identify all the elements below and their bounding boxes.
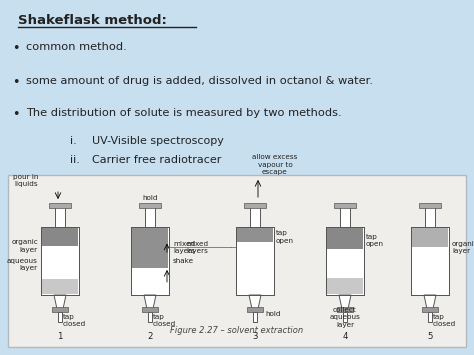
Text: •: • [12, 108, 19, 121]
Bar [327, 227, 363, 249]
Text: Figure 2.27 – solvent extraction: Figure 2.27 – solvent extraction [171, 326, 303, 335]
Bar [326, 227, 364, 295]
Text: common method.: common method. [26, 42, 127, 52]
Text: some amount of drug is added, dissolved in octanol & water.: some amount of drug is added, dissolved … [26, 76, 373, 86]
Text: shake: shake [173, 258, 194, 264]
Bar [250, 205, 260, 227]
Bar [412, 227, 448, 247]
Text: •: • [12, 42, 19, 55]
Text: organic
layer: organic layer [11, 239, 38, 253]
Bar [428, 311, 432, 322]
Bar [326, 227, 364, 295]
Text: i.: i. [70, 136, 77, 146]
Bar [142, 306, 158, 311]
Bar [327, 278, 363, 294]
Bar [131, 227, 169, 295]
Bar [411, 227, 449, 295]
Text: •: • [12, 76, 19, 89]
Text: mixed
layers: mixed layers [173, 241, 195, 254]
Text: 3: 3 [252, 332, 258, 341]
Polygon shape [339, 295, 351, 309]
Polygon shape [424, 295, 436, 309]
Bar [145, 205, 155, 227]
Polygon shape [54, 295, 66, 309]
Bar [244, 202, 266, 208]
FancyBboxPatch shape [8, 175, 466, 347]
Bar [425, 205, 435, 227]
Text: 5: 5 [427, 332, 433, 341]
Bar [49, 202, 71, 208]
Bar [41, 227, 79, 295]
Bar [337, 306, 353, 311]
Bar [236, 227, 274, 295]
Bar [334, 202, 356, 208]
Bar [237, 227, 273, 242]
Bar [340, 205, 350, 227]
Text: pour in
liquids: pour in liquids [13, 174, 38, 187]
Text: The distribution of solute is measured by two methods.: The distribution of solute is measured b… [26, 108, 342, 118]
Bar [411, 227, 449, 295]
Bar [41, 227, 79, 295]
Bar [55, 205, 65, 227]
Text: tap
closed: tap closed [153, 313, 176, 327]
Bar [247, 306, 263, 311]
Text: allow excess
vapour to
escape: allow excess vapour to escape [252, 154, 298, 175]
Text: mixed
layers: mixed layers [186, 241, 208, 254]
Bar [253, 311, 257, 322]
Text: 2: 2 [147, 332, 153, 341]
Text: 1: 1 [57, 332, 63, 341]
Bar [139, 202, 161, 208]
Text: hold: hold [142, 195, 158, 201]
Bar [58, 311, 63, 322]
Bar [147, 311, 153, 322]
Text: organic
layer: organic layer [452, 241, 474, 254]
Text: tap
closed: tap closed [63, 313, 86, 327]
Text: tap
open: tap open [276, 230, 294, 244]
Bar [131, 227, 169, 295]
Bar [343, 311, 347, 322]
Text: UV-Visible spectroscopy: UV-Visible spectroscopy [92, 136, 224, 146]
Bar [422, 306, 438, 311]
Bar [132, 227, 168, 268]
Polygon shape [249, 295, 261, 309]
Text: aqueous
layer: aqueous layer [7, 258, 38, 271]
Text: tap
closed: tap closed [433, 313, 456, 327]
Text: collect
aqueous
layer: collect aqueous layer [329, 307, 360, 328]
Bar [52, 306, 68, 311]
Text: Shakeflask method:: Shakeflask method: [18, 14, 167, 27]
Text: hold: hold [265, 311, 281, 317]
Bar [42, 279, 78, 294]
Bar [236, 227, 274, 295]
Bar [42, 227, 78, 246]
Polygon shape [144, 295, 156, 309]
Text: ii.: ii. [70, 155, 80, 165]
Text: Carrier free radiotracer: Carrier free radiotracer [92, 155, 221, 165]
Text: 4: 4 [342, 332, 348, 341]
Text: tap
open: tap open [366, 234, 384, 247]
Bar [419, 202, 441, 208]
